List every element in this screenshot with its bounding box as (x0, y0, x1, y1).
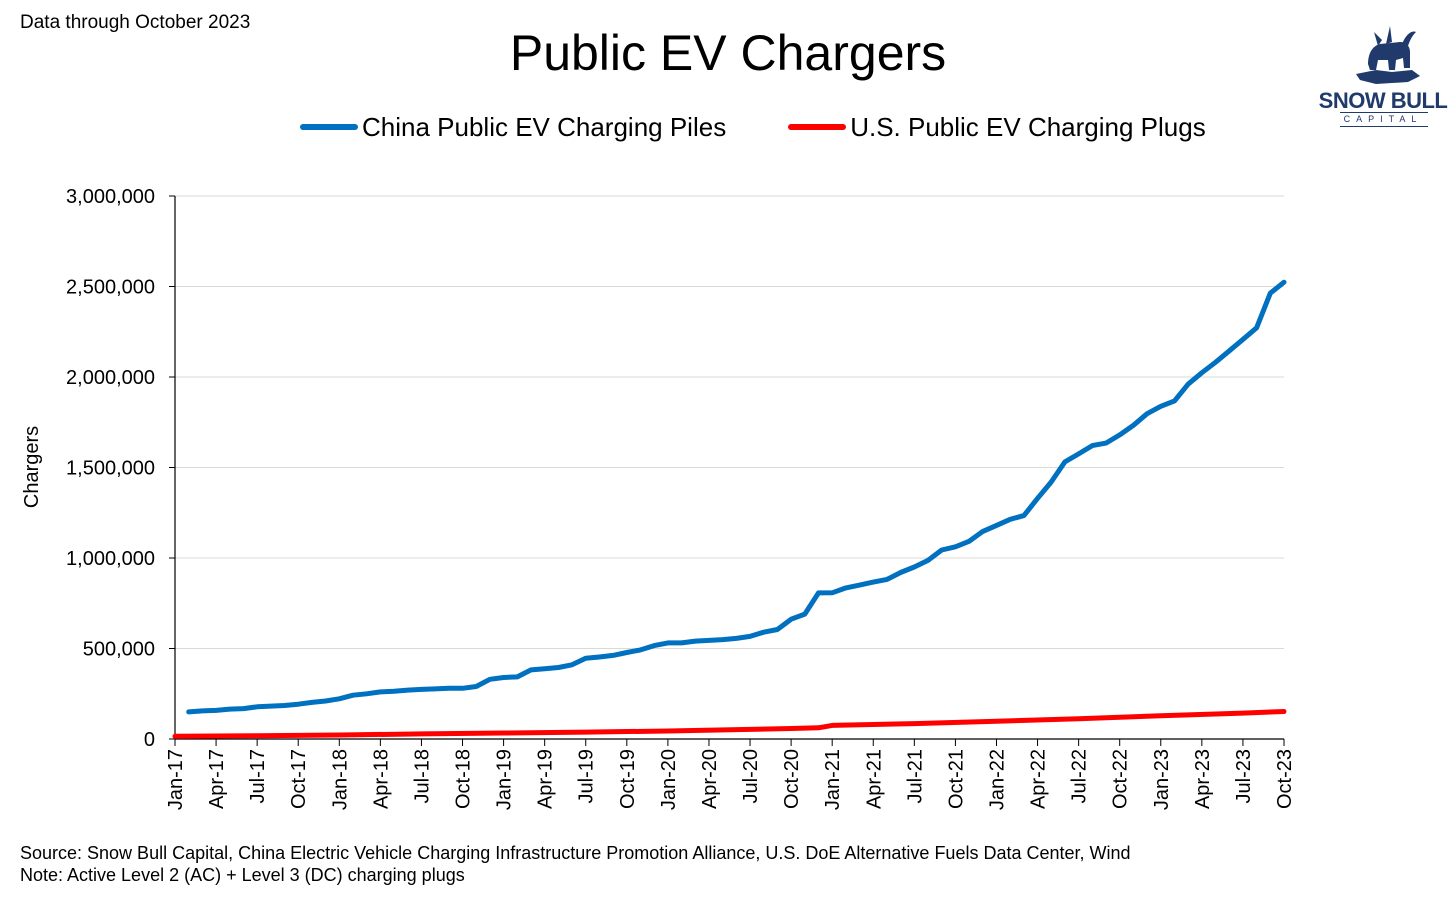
chart-title: Public EV Chargers (509, 25, 947, 81)
x-tick-label: Jul-20 (740, 749, 762, 803)
x-tick-label: Apr-21 (863, 749, 885, 809)
logo-divider (1340, 112, 1428, 113)
x-tick-label: Apr-17 (206, 749, 228, 809)
logo-name: SNOW BULL (1318, 88, 1448, 113)
x-tick-label: Jul-17 (247, 749, 269, 803)
x-tick-labels: Jan-17 Apr-17 Jul-17 Oct-17 Jan-18 Apr-18 Jul-… (165, 739, 1296, 810)
logo-divider-bottom (1340, 126, 1428, 127)
x-tick-label: Oct-22 (1110, 749, 1132, 809)
source-text: Source: Snow Bull Capital, China Electri… (20, 843, 1131, 863)
x-tick-label: Oct-21 (945, 749, 967, 809)
legend-item-china: China Public EV Charging Piles (300, 112, 726, 143)
y-tick-label: 500,000 (83, 639, 155, 661)
legend-item-us: U.S. Public EV Charging Plugs (788, 112, 1206, 143)
legend-label-china: China Public EV Charging Piles (362, 111, 727, 142)
x-tick-label: Jan-23 (1151, 749, 1173, 810)
gridlines (175, 195, 1284, 649)
x-tick-label: Jan-20 (658, 749, 680, 810)
x-tick-label: Jan-19 (494, 749, 516, 810)
x-tick-label: Oct-23 (1274, 749, 1296, 809)
x-tick-label: Apr-22 (1028, 749, 1050, 809)
data-through-note: Data through October 2023 (20, 12, 251, 33)
x-tick-label: Jan-17 (165, 749, 187, 810)
y-axis-label: Chargers (21, 426, 43, 508)
x-tick-label: Jul-23 (1233, 749, 1255, 803)
x-tick-label: Apr-19 (535, 749, 557, 809)
x-tick-label: Jul-18 (411, 749, 433, 803)
series-line-china (186, 279, 1287, 715)
y-tick-labels: 0 500,000 1,000,000 1,500,000 2,000,000 2,500… (66, 186, 175, 751)
y-tick-label: 0 (144, 729, 155, 751)
x-tick-label: Jul-21 (904, 749, 926, 803)
x-tick-label: Oct-20 (781, 749, 803, 809)
legend-swatch-us (788, 124, 847, 130)
y-tick-label: 2,500,000 (66, 277, 155, 299)
x-tick-label: Apr-23 (1192, 749, 1214, 809)
x-tick-label: Apr-18 (370, 749, 392, 809)
bull-icon (1356, 26, 1420, 84)
snow-bull-logo: SNOW BULL CAPITAL (1316, 16, 1450, 128)
y-tick-label: 1,500,000 (66, 458, 155, 480)
x-tick-label: Oct-19 (617, 749, 639, 809)
series-lines (172, 279, 1287, 739)
legend-swatch-china (300, 124, 358, 130)
x-tick-label: Oct-17 (288, 749, 310, 809)
legend-label-us: U.S. Public EV Charging Plugs (850, 111, 1206, 142)
y-tick-label: 2,000,000 (66, 367, 155, 389)
x-tick-label: Oct-18 (453, 749, 475, 809)
x-tick-label: Jan-18 (329, 749, 351, 810)
x-tick-label: Jan-21 (822, 749, 844, 810)
x-tick-label: Apr-20 (699, 749, 721, 809)
series-line-us (172, 709, 1287, 739)
footnote-text: Note: Active Level 2 (AC) + Level 3 (DC)… (20, 865, 465, 885)
x-tick-label: Jul-22 (1069, 749, 1091, 803)
y-tick-label: 1,000,000 (66, 548, 155, 570)
chart-legend: China Public EV Charging Piles U.S. Publ… (300, 110, 1268, 144)
chart-source: Source: Snow Bull Capital, China Electri… (20, 842, 1131, 886)
x-tick-label: Jan-22 (986, 749, 1008, 810)
x-tick-label: Jul-19 (576, 749, 598, 803)
logo-subtitle: CAPITAL (1343, 114, 1423, 124)
y-tick-label: 3,000,000 (66, 186, 155, 208)
